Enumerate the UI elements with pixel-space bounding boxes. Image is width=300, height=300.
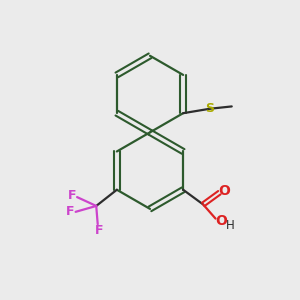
Text: F: F: [94, 224, 103, 237]
Text: O: O: [215, 214, 227, 228]
Text: F: F: [68, 189, 76, 202]
Text: S: S: [205, 102, 214, 115]
Text: H: H: [226, 219, 235, 232]
Text: F: F: [66, 205, 75, 218]
Text: O: O: [219, 184, 231, 198]
